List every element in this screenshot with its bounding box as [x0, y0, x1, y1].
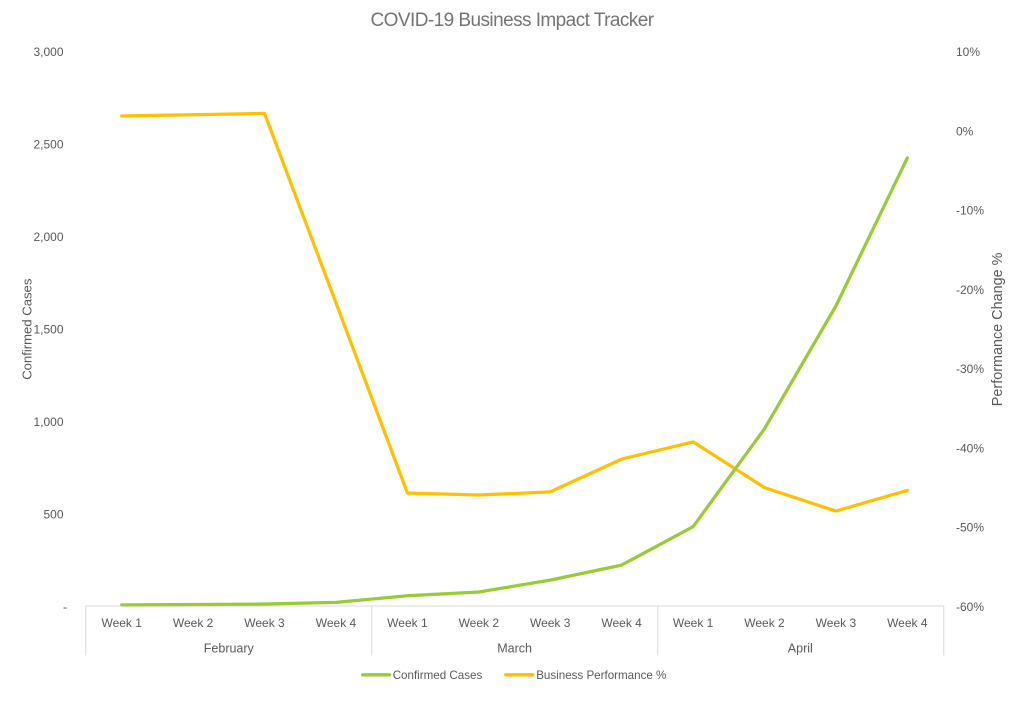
- svg-text:Confirmed Cases: Confirmed Cases: [20, 278, 35, 380]
- svg-text:2,000: 2,000: [33, 230, 63, 244]
- svg-text:-40%: -40%: [956, 441, 984, 455]
- svg-text:Week 4: Week 4: [316, 616, 357, 630]
- svg-text:Business Performance %: Business Performance %: [536, 669, 666, 682]
- svg-text:Week 2: Week 2: [744, 616, 785, 630]
- svg-text:Week 2: Week 2: [459, 616, 500, 630]
- svg-text:-50%: -50%: [956, 521, 984, 535]
- svg-text:500: 500: [43, 508, 63, 522]
- svg-text:-60%: -60%: [956, 600, 984, 614]
- svg-text:2,500: 2,500: [33, 138, 63, 152]
- svg-text:April: April: [788, 642, 813, 656]
- svg-text:0%: 0%: [956, 124, 974, 138]
- svg-text:-: -: [63, 600, 67, 614]
- svg-text:Performance Change %: Performance Change %: [990, 252, 1006, 406]
- svg-text:February: February: [204, 642, 255, 656]
- svg-text:-30%: -30%: [956, 362, 984, 376]
- svg-text:COVID-19 Business Impact Track: COVID-19 Business Impact Tracker: [370, 10, 654, 31]
- svg-text:Week 1: Week 1: [387, 616, 428, 630]
- svg-text:3,000: 3,000: [33, 45, 63, 59]
- svg-text:Week 3: Week 3: [244, 616, 285, 630]
- svg-text:1,000: 1,000: [33, 415, 63, 429]
- svg-text:-20%: -20%: [956, 283, 984, 297]
- svg-text:Week 4: Week 4: [887, 616, 928, 630]
- svg-text:Week 3: Week 3: [816, 616, 857, 630]
- svg-text:Week 1: Week 1: [101, 616, 142, 630]
- svg-text:Week 1: Week 1: [673, 616, 714, 630]
- svg-text:March: March: [497, 642, 532, 656]
- svg-text:-10%: -10%: [956, 204, 984, 218]
- svg-text:Week 4: Week 4: [601, 616, 642, 630]
- svg-text:Confirmed Cases: Confirmed Cases: [393, 669, 483, 682]
- svg-text:Week 2: Week 2: [173, 616, 214, 630]
- svg-text:Week 3: Week 3: [530, 616, 571, 630]
- svg-text:10%: 10%: [956, 45, 980, 59]
- svg-text:1,500: 1,500: [33, 323, 63, 337]
